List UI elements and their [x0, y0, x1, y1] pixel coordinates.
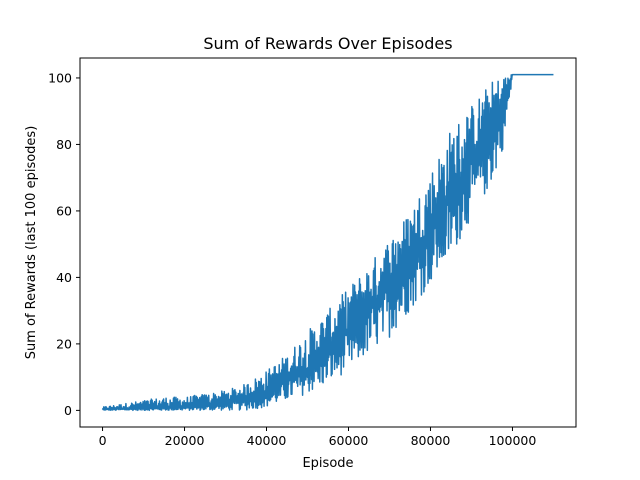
plot-frame — [79, 57, 577, 428]
y-tick-label: 20 — [56, 336, 72, 351]
y-axis: 0 20 40 60 80 100 — [48, 70, 80, 418]
y-tick-label: 40 — [56, 270, 72, 285]
chart-title: Sum of Rewards Over Episodes — [203, 34, 452, 53]
y-tick-label: 100 — [48, 70, 72, 85]
series-line-0 — [101, 73, 554, 412]
y-axis-label: Sum of Rewards (last 100 episodes) — [24, 126, 39, 360]
x-tick-label: 80000 — [411, 433, 451, 448]
x-tick-label: 0 — [99, 433, 107, 448]
x-tick-label: 40000 — [247, 433, 287, 448]
x-axis-label: Episode — [302, 456, 353, 471]
y-tick-label: 60 — [56, 203, 72, 218]
x-tick-label: 20000 — [165, 433, 205, 448]
y-tick-label: 0 — [64, 403, 72, 418]
x-axis: 0 20000 40000 60000 80000 100000 — [99, 427, 537, 448]
y-tick-label: 80 — [56, 137, 72, 152]
x-tick-label: 100000 — [489, 433, 537, 448]
plot-area — [101, 73, 554, 412]
x-tick-label: 60000 — [329, 433, 369, 448]
